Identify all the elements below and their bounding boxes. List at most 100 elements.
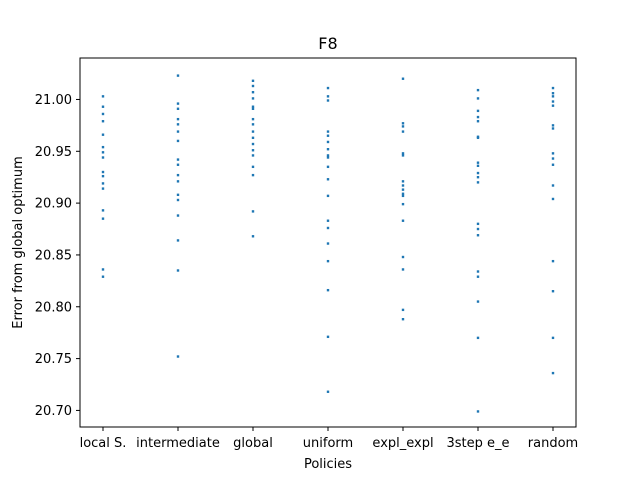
data-point xyxy=(326,178,330,181)
y-tick-label: 20.90 xyxy=(35,197,72,212)
data-point xyxy=(551,259,555,263)
data-point xyxy=(401,130,405,133)
data-point xyxy=(476,336,480,340)
x-tick-label: global xyxy=(233,436,273,451)
data-point xyxy=(101,145,105,149)
data-point xyxy=(476,136,480,140)
data-point xyxy=(401,268,405,271)
data-point xyxy=(101,120,105,123)
data-point xyxy=(551,104,555,107)
y-axis-ticks: 20.70 20.75 20.80 20.85 20.90 20.95 21.00 xyxy=(35,93,80,419)
data-point xyxy=(551,92,555,95)
x-tick-label: 3step e_e xyxy=(446,436,509,451)
data-point xyxy=(176,355,180,358)
data-point xyxy=(251,173,255,177)
data-point xyxy=(251,97,255,100)
data-point xyxy=(476,227,480,231)
data-point xyxy=(551,197,555,201)
data-point xyxy=(551,86,555,90)
data-point xyxy=(401,202,405,206)
data-point xyxy=(551,371,555,375)
data-point xyxy=(251,149,255,152)
data-point xyxy=(101,268,105,271)
data-point xyxy=(101,170,105,174)
y-tick-label: 20.95 xyxy=(35,145,72,160)
data-point xyxy=(251,130,255,133)
data-point xyxy=(101,95,105,98)
data-point xyxy=(176,193,180,197)
y-tick-label: 20.70 xyxy=(35,404,72,419)
data-point xyxy=(476,164,480,167)
data-point xyxy=(476,275,480,278)
data-point xyxy=(551,95,555,98)
x-tick-label: local S. xyxy=(80,436,127,451)
data-point xyxy=(401,255,405,259)
data-point xyxy=(401,77,405,80)
data-point xyxy=(326,156,330,159)
data-point xyxy=(101,133,105,136)
data-point xyxy=(476,109,480,113)
data-point xyxy=(326,86,330,90)
data-point xyxy=(326,95,330,98)
data-point xyxy=(101,156,105,159)
chart-title: F8 xyxy=(318,34,337,53)
y-tick-label: 20.85 xyxy=(35,248,72,263)
data-point xyxy=(251,107,255,110)
data-point xyxy=(551,152,555,155)
data-point xyxy=(251,84,255,88)
data-point xyxy=(476,176,480,179)
data-point xyxy=(476,115,480,119)
data-point xyxy=(551,184,555,187)
data-point xyxy=(401,184,405,187)
data-point xyxy=(101,112,105,116)
data-point xyxy=(251,79,255,82)
data-point xyxy=(101,209,105,212)
data-point xyxy=(551,100,555,103)
data-point xyxy=(176,130,180,133)
data-point xyxy=(326,134,330,137)
data-point xyxy=(551,127,555,130)
data-point xyxy=(401,125,405,128)
data-point xyxy=(476,181,480,184)
data-point xyxy=(326,154,330,157)
data-point xyxy=(176,173,180,177)
data-point xyxy=(401,192,405,195)
data-point xyxy=(326,194,330,198)
data-point xyxy=(476,222,480,226)
x-tick-label: expl_expl xyxy=(372,436,433,451)
data-point xyxy=(476,171,480,175)
data-point xyxy=(401,122,405,125)
y-axis-title: Error from global optimum xyxy=(11,156,26,328)
data-point xyxy=(401,152,405,155)
data-point xyxy=(476,300,480,303)
data-point xyxy=(176,158,180,161)
data-point xyxy=(176,123,180,126)
data-point xyxy=(401,219,405,222)
data-point xyxy=(251,210,255,213)
x-tick-label: intermediate xyxy=(136,436,220,451)
data-point xyxy=(476,410,480,413)
data-point xyxy=(326,148,330,151)
data-point xyxy=(551,290,555,293)
data-point xyxy=(176,163,180,166)
x-tick-label: random xyxy=(528,436,578,451)
data-point xyxy=(326,335,330,339)
data-point xyxy=(551,163,555,166)
data-point xyxy=(326,165,330,169)
data-point xyxy=(101,182,105,185)
x-axis-ticks: local S. intermediate global uniform expl_ex… xyxy=(80,427,578,451)
x-tick-label: uniform xyxy=(303,436,353,451)
data-point xyxy=(251,235,255,238)
data-point xyxy=(176,180,180,183)
data-point xyxy=(176,214,180,217)
data-point xyxy=(326,140,330,144)
data-point xyxy=(176,269,180,272)
y-tick-label: 20.80 xyxy=(35,300,72,315)
data-point xyxy=(401,194,405,198)
data-point xyxy=(401,154,405,157)
data-point xyxy=(251,136,255,140)
data-point xyxy=(401,180,405,183)
data-point xyxy=(251,154,255,157)
data-point xyxy=(476,120,480,123)
data-point xyxy=(176,107,180,110)
